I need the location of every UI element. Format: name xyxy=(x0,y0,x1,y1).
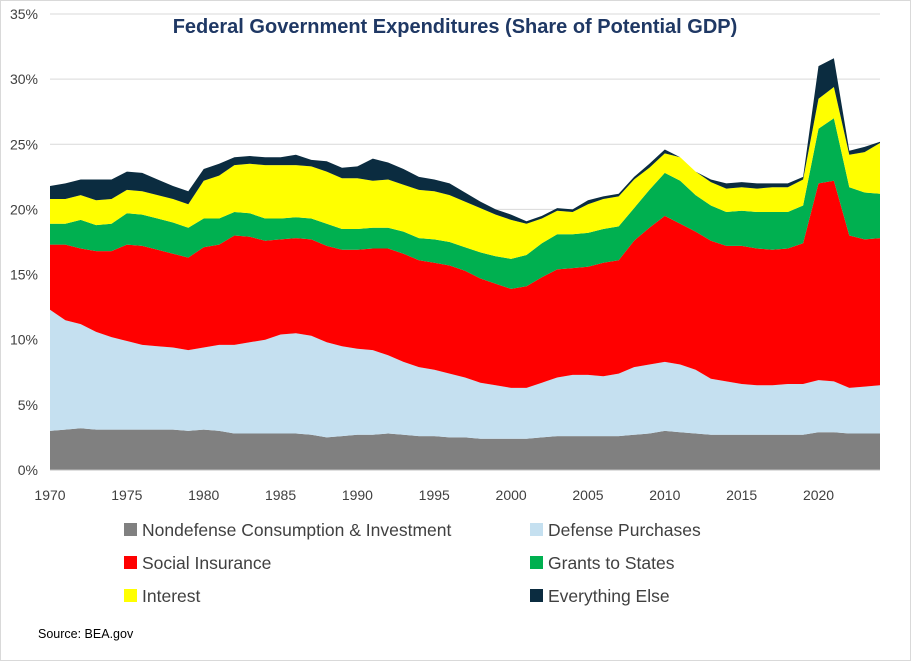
legend-swatch-everything-else xyxy=(530,589,543,602)
y-tick-label: 15% xyxy=(10,267,38,283)
x-tick-label: 1990 xyxy=(342,487,373,503)
source-note: Source: BEA.gov xyxy=(38,627,134,641)
area-grants-to-states xyxy=(50,118,880,289)
legend-swatch-social-insurance xyxy=(124,556,137,569)
x-tick-label: 2010 xyxy=(649,487,680,503)
x-tick-label: 1995 xyxy=(419,487,450,503)
legend: Nondefense Consumption & Investment Defen… xyxy=(124,520,701,606)
legend-swatch-nondefense-consumption-investment xyxy=(124,523,137,536)
area-social-insurance xyxy=(50,180,880,388)
area-interest xyxy=(50,87,880,259)
legend-label-defense-purchases: Defense Purchases xyxy=(548,520,701,540)
legend-label-everything-else: Everything Else xyxy=(548,586,670,606)
y-tick-label: 25% xyxy=(10,136,38,152)
legend-swatch-grants-to-states xyxy=(530,556,543,569)
y-tick-label: 0% xyxy=(18,462,38,478)
y-tick-label: 30% xyxy=(10,71,38,87)
x-axis-ticks: 1970 1975 1980 1985 1990 1995 2000 2005 2010 2015… xyxy=(34,487,834,503)
legend-swatch-interest xyxy=(124,589,137,602)
x-tick-label: 1975 xyxy=(111,487,142,503)
x-tick-label: 2015 xyxy=(726,487,757,503)
area-defense-purchases xyxy=(50,309,880,439)
y-tick-label: 5% xyxy=(18,397,38,413)
area-nondefense-consumption-investment xyxy=(50,428,880,470)
y-axis-ticks: 0% 5% 10% 15% 20% 25% 30% 35% xyxy=(10,6,38,478)
y-tick-label: 20% xyxy=(10,201,38,217)
x-tick-label: 1970 xyxy=(34,487,65,503)
x-tick-label: 1985 xyxy=(265,487,296,503)
x-tick-label: 2000 xyxy=(496,487,527,503)
legend-label-interest: Interest xyxy=(142,586,200,606)
x-tick-label: 1980 xyxy=(188,487,219,503)
area-series xyxy=(50,58,880,470)
legend-label-nondefense-consumption-investment: Nondefense Consumption & Investment xyxy=(142,520,451,540)
chart-title: Federal Government Expenditures (Share o… xyxy=(173,16,738,38)
legend-swatch-defense-purchases xyxy=(530,523,543,536)
legend-label-social-insurance: Social Insurance xyxy=(142,553,271,573)
legend-label-grants-to-states: Grants to States xyxy=(548,553,675,573)
y-tick-label: 10% xyxy=(10,332,38,348)
y-tick-label: 35% xyxy=(10,6,38,22)
x-tick-label: 2020 xyxy=(803,487,834,503)
x-tick-label: 2005 xyxy=(572,487,603,503)
